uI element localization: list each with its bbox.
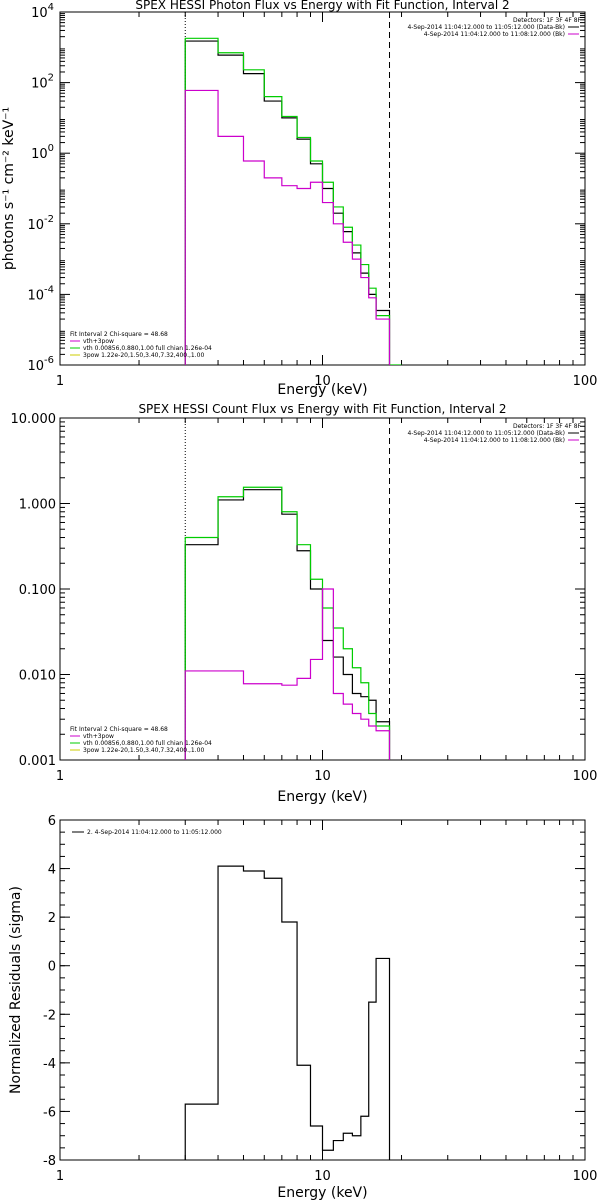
fit-legend-entry: vth+3pow (83, 733, 114, 740)
series-line-3-vth (184, 588, 391, 760)
series-line-2-vth-3pow (184, 37, 402, 365)
plot-frame (59, 819, 586, 1161)
y-tick-label: 10-2 (27, 214, 54, 233)
legend-entry: 4-Sep-2014 11:04:12.000 to 11:08:12.000 … (424, 31, 565, 38)
x-axis-label: Energy (keV) (277, 789, 367, 805)
chart-title: SPEX HESSI Photon Flux vs Energy with Fi… (135, 0, 509, 12)
y-axis-label: Normalized Residuals (sigma) (8, 886, 24, 1094)
y-tick-label: 1.000 (19, 498, 56, 513)
x-axis-label: Energy (keV) (277, 382, 367, 398)
x-tick-label: 100 (573, 374, 598, 389)
chart-panel-3: 1 10 100 Energy (keV) -8 -6 -4 -2 0 2 4 6 Normalized… (8, 814, 597, 1200)
chart-panel-2: SPEX HESSI Count Flux vs Energy with Fit… (11, 402, 598, 805)
y-tick-label: -2 (43, 1008, 56, 1023)
y-tick-label: 4 (48, 863, 56, 878)
y-tick-label: 100 (31, 143, 54, 162)
data-series-group (184, 37, 402, 365)
legend-header: Detectors: 1F 3F 4F 8F (513, 423, 582, 430)
y-tick-label: 0.001 (19, 754, 56, 769)
y-tick-label: 2 (48, 911, 56, 926)
y-tick-label: 0.100 (19, 583, 56, 598)
data-series-group (184, 865, 391, 1160)
legend-entry: 4-Sep-2014 11:04:12.000 to 11:05:12.000 … (407, 430, 565, 437)
chart-title: SPEX HESSI Count Flux vs Energy with Fit… (138, 402, 506, 416)
legend-entry: 4-Sep-2014 11:04:12.000 to 11:08:12.000 … (424, 437, 565, 444)
series-line-1-data (184, 865, 391, 1160)
x-tick-label: 10 (314, 1169, 331, 1184)
fit-legend-entry: 3pow 1.22e-20,1.50,3.40,7.32,400.,1.00 (83, 352, 204, 359)
y-tick-label: 6 (48, 814, 56, 829)
series-line-2-vth-3pow (184, 486, 391, 760)
x-axis-label: Energy (keV) (277, 1185, 367, 1200)
x-tick-label: 1 (56, 769, 64, 784)
x-tick-label: 1 (56, 1169, 64, 1184)
y-tick-label: 102 (31, 73, 54, 92)
y-tick-label: -8 (43, 1154, 56, 1169)
fit-legend-header: Fit Interval 2 Chi-square = 48.68 (70, 331, 168, 338)
series-line-3-vth (184, 89, 391, 365)
y-tick-label: 0.010 (19, 669, 56, 684)
fit-legend-entry: vth+3pow (83, 338, 114, 345)
x-tick-label: 100 (573, 1169, 598, 1184)
fit-legend-entry: 3pow 1.22e-20,1.50,3.40,7.32,400.,1.00 (83, 747, 204, 754)
y-axis-label: photons s⁻¹ cm⁻² keV⁻¹ (1, 107, 17, 270)
fit-legend-header: Fit Interval 2 Chi-square = 48.68 (70, 726, 168, 733)
y-tick-label: 10.000 (11, 412, 57, 427)
fit-legend-entry: vth 0.00856,0.880,1.00 full chian 1.26e-… (83, 740, 212, 747)
legend-header: Detectors: 1F 3F 4F 8F (513, 17, 582, 24)
fit-legend-entry: vth 0.00856,0.880,1.00 full chian 1.26e-… (83, 345, 212, 352)
series-line-1-data (184, 40, 391, 365)
y-tick-label: -4 (43, 1057, 56, 1072)
chart-panel-1: SPEX HESSI Photon Flux vs Energy with Fi… (1, 0, 597, 398)
x-tick-label: 10 (314, 374, 331, 389)
data-series-group (184, 486, 391, 760)
y-tick-label: 10-4 (27, 284, 54, 303)
y-tick-label: 10-6 (27, 355, 54, 374)
legend-entry: 4-Sep-2014 11:04:12.000 to 11:05:12.000 … (407, 24, 565, 31)
y-tick-label: -6 (43, 1105, 56, 1120)
y-tick-label: 0 (48, 960, 56, 975)
x-tick-label: 100 (573, 769, 598, 784)
x-tick-label: 1 (56, 374, 64, 389)
x-tick-label: 10 (314, 769, 331, 784)
series-line-1-data (184, 489, 391, 760)
legend-entry: 2. 4-Sep-2014 11:04:12.000 to 11:05:12.0… (87, 829, 222, 836)
y-tick-label: 104 (31, 2, 54, 21)
